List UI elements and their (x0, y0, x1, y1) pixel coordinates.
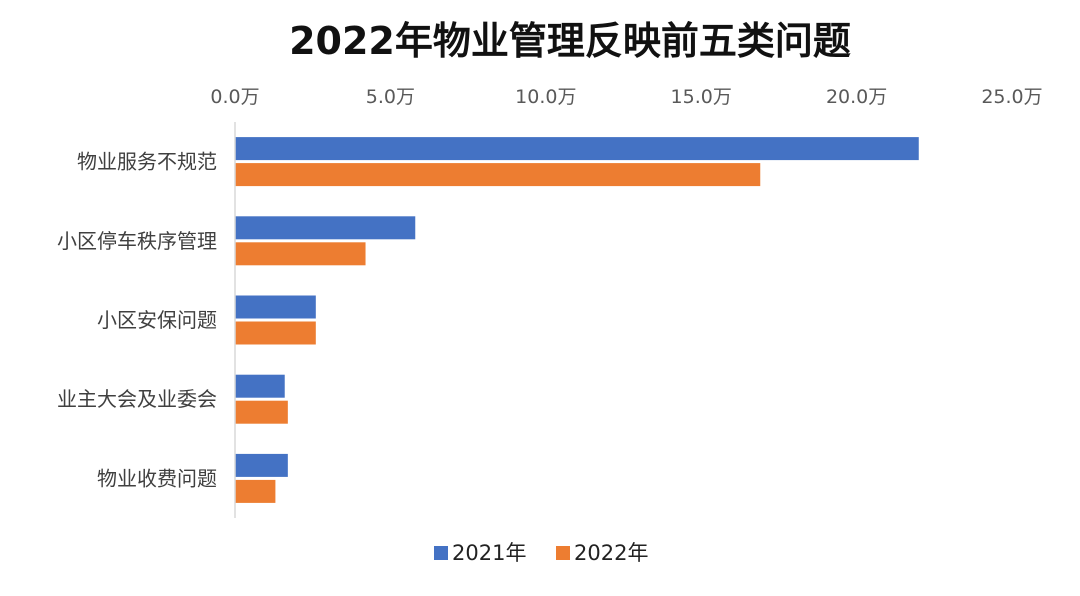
legend-label: 2022年 (574, 541, 648, 565)
bar-series-2 (235, 242, 366, 266)
legend-swatch (556, 546, 570, 560)
category-label: 小区安保问题 (97, 308, 217, 332)
x-tick-label: 10.0万 (515, 86, 576, 108)
bar-series-2 (235, 321, 316, 345)
x-tick-label: 0.0万 (210, 86, 259, 108)
legend-label: 2021年 (452, 541, 526, 565)
bars (235, 137, 919, 503)
x-tick-label: 20.0万 (826, 86, 887, 108)
bar-series-1 (235, 453, 288, 477)
bar-series-1 (235, 137, 919, 161)
bar-series-2 (235, 479, 276, 503)
bar-series-2 (235, 163, 761, 187)
bar-series-1 (235, 216, 416, 240)
x-axis-ticks: 0.0万 5.0万 10.0万 15.0万 20.0万 25.0万 (210, 86, 1042, 108)
category-label: 物业服务不规范 (77, 150, 217, 174)
category-label: 业主大会及业委会 (57, 387, 217, 411)
legend: 2021年 2022年 (434, 541, 648, 565)
category-label: 小区停车秩序管理 (57, 229, 217, 253)
bar-series-2 (235, 400, 288, 424)
bar-series-1 (235, 295, 316, 319)
x-tick-label: 15.0万 (671, 86, 732, 108)
legend-swatch (434, 546, 448, 560)
category-label: 物业收费问题 (97, 466, 217, 490)
x-tick-label: 25.0万 (981, 86, 1042, 108)
bar-series-1 (235, 374, 285, 398)
chart-title: 2022年物业管理反映前五类问题 (289, 19, 851, 63)
x-tick-label: 5.0万 (366, 86, 415, 108)
